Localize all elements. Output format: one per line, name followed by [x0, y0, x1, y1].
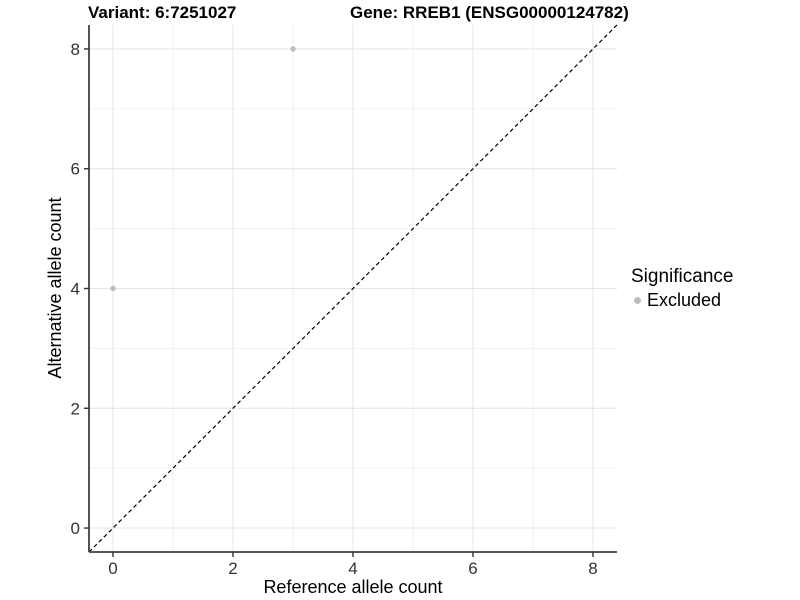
x-axis-title: Reference allele count [263, 577, 443, 597]
legend-item-label: Excluded [647, 290, 722, 310]
legend-key-dot [634, 297, 641, 304]
y-axis-title: Alternative allele count [45, 197, 65, 379]
legend-item-excluded: Excluded [631, 290, 733, 311]
data-point-excluded [110, 285, 116, 292]
x-tick-label: 8 [588, 559, 597, 578]
identity-reference-line [88, 24, 618, 553]
x-tick-label: 4 [348, 559, 357, 578]
plot-title-variant: Variant: 6:7251027 [88, 3, 237, 22]
y-tick-label: 8 [71, 40, 80, 59]
legend: Significance Excluded [631, 266, 733, 311]
y-tick-label: 2 [71, 399, 80, 418]
y-tick-label: 4 [71, 280, 80, 299]
x-tick-label: 6 [468, 559, 477, 578]
x-tick-label: 2 [228, 559, 237, 578]
legend-title: Significance [631, 266, 734, 287]
y-tick-label: 0 [71, 519, 80, 538]
data-point-excluded [290, 46, 296, 52]
plot-title-gene: Gene: RREB1 (ENSG00000124782) [350, 3, 629, 22]
y-tick-label: 6 [71, 160, 80, 179]
x-tick-label: 0 [108, 559, 117, 578]
